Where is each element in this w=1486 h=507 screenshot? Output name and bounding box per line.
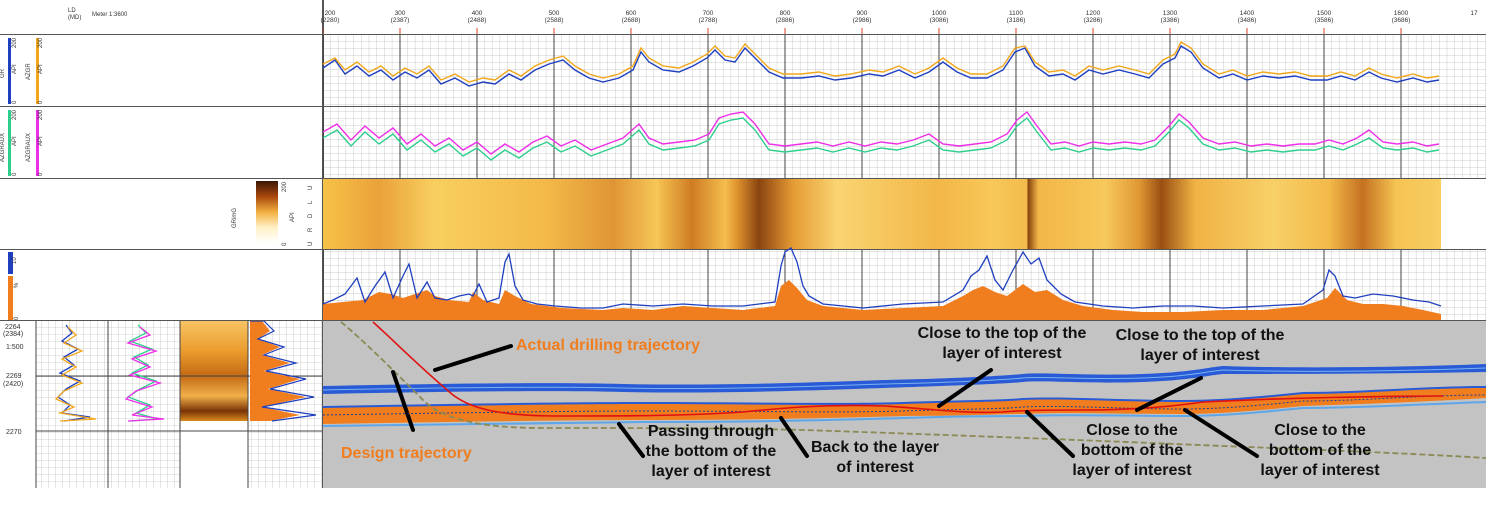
sector-label: R: [308, 227, 314, 232]
depth-tick: 400 (2488): [467, 10, 487, 24]
depth-tick: 500 (2588): [544, 10, 564, 24]
depth-label: 2270: [6, 429, 22, 436]
depth-tick-header: 200 (2280) 300 (2387) 400 (2488) 500 (2588) …: [321, 0, 1486, 34]
scale-min: 0: [12, 100, 18, 104]
depth-tick: 1500 (3586): [1314, 10, 1334, 24]
scale-min: 0: [14, 316, 20, 320]
annotation-bottom-1: Close to the bottom of the layer of inte…: [1072, 422, 1192, 479]
annotation-top-2: Close to the top of the layer of interes…: [1115, 327, 1285, 364]
curve-legend-azgraux-green: [8, 110, 11, 176]
scale-min: 0: [38, 172, 44, 176]
curve-unit: API: [12, 64, 18, 74]
annotation-top-1: Close to the top of the layer of interes…: [917, 325, 1087, 362]
scale-max: 200: [282, 181, 288, 192]
depth-tick: 800 (2886): [775, 10, 795, 24]
depth-tick: 17: [1470, 10, 1478, 17]
divider: [0, 320, 322, 321]
depth-tick: 1100 (3186): [1006, 10, 1026, 24]
annotation-back-to-layer: Back to the layer of interest: [810, 439, 940, 476]
sector-label: U: [308, 185, 314, 190]
annotation-design-trajectory: Design trajectory: [341, 445, 472, 462]
curve-legend-blue: [8, 252, 13, 274]
log-tracks: [323, 28, 1486, 488]
image-unit: API: [290, 212, 296, 222]
depth-tick: 900 (2986): [852, 10, 872, 24]
depth-label: 1:500: [6, 344, 24, 351]
curve-unit: %: [14, 282, 20, 288]
depth-tick: 1400 (3486): [1237, 10, 1257, 24]
depth-tick: 1000 (3086): [929, 10, 949, 24]
annotation-bottom-2: Close to the bottom of the layer of inte…: [1260, 422, 1380, 479]
image-curve-name: GRimG: [232, 208, 238, 228]
divider: [0, 34, 322, 35]
depth-tick: 1600 (3686): [1391, 10, 1411, 24]
curve-unit: API: [38, 136, 44, 146]
curve-legend-gr: [8, 38, 11, 104]
annotation-passing-bottom: Passing through the bottom of the layer …: [645, 423, 777, 480]
divider: [0, 106, 322, 107]
depth-label: (2420): [3, 381, 24, 388]
curve-legend-azgraux-magenta: [36, 110, 39, 176]
depth-tick: 700 (2788): [698, 10, 718, 24]
annotation-actual-trajectory: Actual drilling trajectory: [516, 337, 701, 354]
track-header-panel: LD (MD) Meter 1:3600 GR AZGR API API 0 2…: [0, 0, 324, 488]
curve-legend-orange: [8, 276, 13, 320]
scale-max: 200: [12, 109, 18, 120]
mini-log-panel: [35, 321, 322, 488]
scale-min: 0: [12, 172, 18, 176]
depth-label: 2264: [5, 324, 21, 331]
divider: [0, 178, 322, 179]
depth-tick: 300 (2387): [390, 10, 410, 24]
curve-unit: API: [38, 64, 44, 74]
curve-unit: API: [12, 136, 18, 146]
depth-tick: 600 (2688): [621, 10, 641, 24]
curve-name-azgr: AZGR: [26, 63, 32, 80]
scale-max: 200: [38, 109, 44, 120]
depth-reference-label: LD (MD): [68, 8, 82, 21]
depth-label: 2269: [6, 373, 22, 380]
scale-min: 0: [282, 242, 288, 246]
curve-name-gr: GR: [0, 69, 6, 78]
depth-label: (2384): [3, 331, 24, 338]
curve-name-azgraux: AZGRAUX: [0, 132, 6, 162]
sector-labels: U L D R U: [308, 180, 318, 248]
divider: [0, 249, 322, 250]
curve-legend-azgr: [36, 38, 39, 104]
sector-label: D: [308, 213, 314, 218]
curve-name-azgraux: AZGRAUX: [26, 132, 32, 162]
depth-tick: 1300 (3386): [1160, 10, 1180, 24]
depth-tick: 200 (2280): [320, 10, 340, 24]
sector-label: U: [308, 241, 314, 246]
scale-label: Meter 1:3600: [92, 12, 128, 18]
sector-label: L: [308, 200, 314, 204]
scale-max: 200: [38, 37, 44, 48]
depth-tick: 1200 (3286): [1083, 10, 1103, 24]
image-colorbar: [256, 181, 278, 243]
scale-max: 10: [12, 257, 18, 264]
scale-min: 0: [38, 100, 44, 104]
scale-max: 200: [12, 37, 18, 48]
